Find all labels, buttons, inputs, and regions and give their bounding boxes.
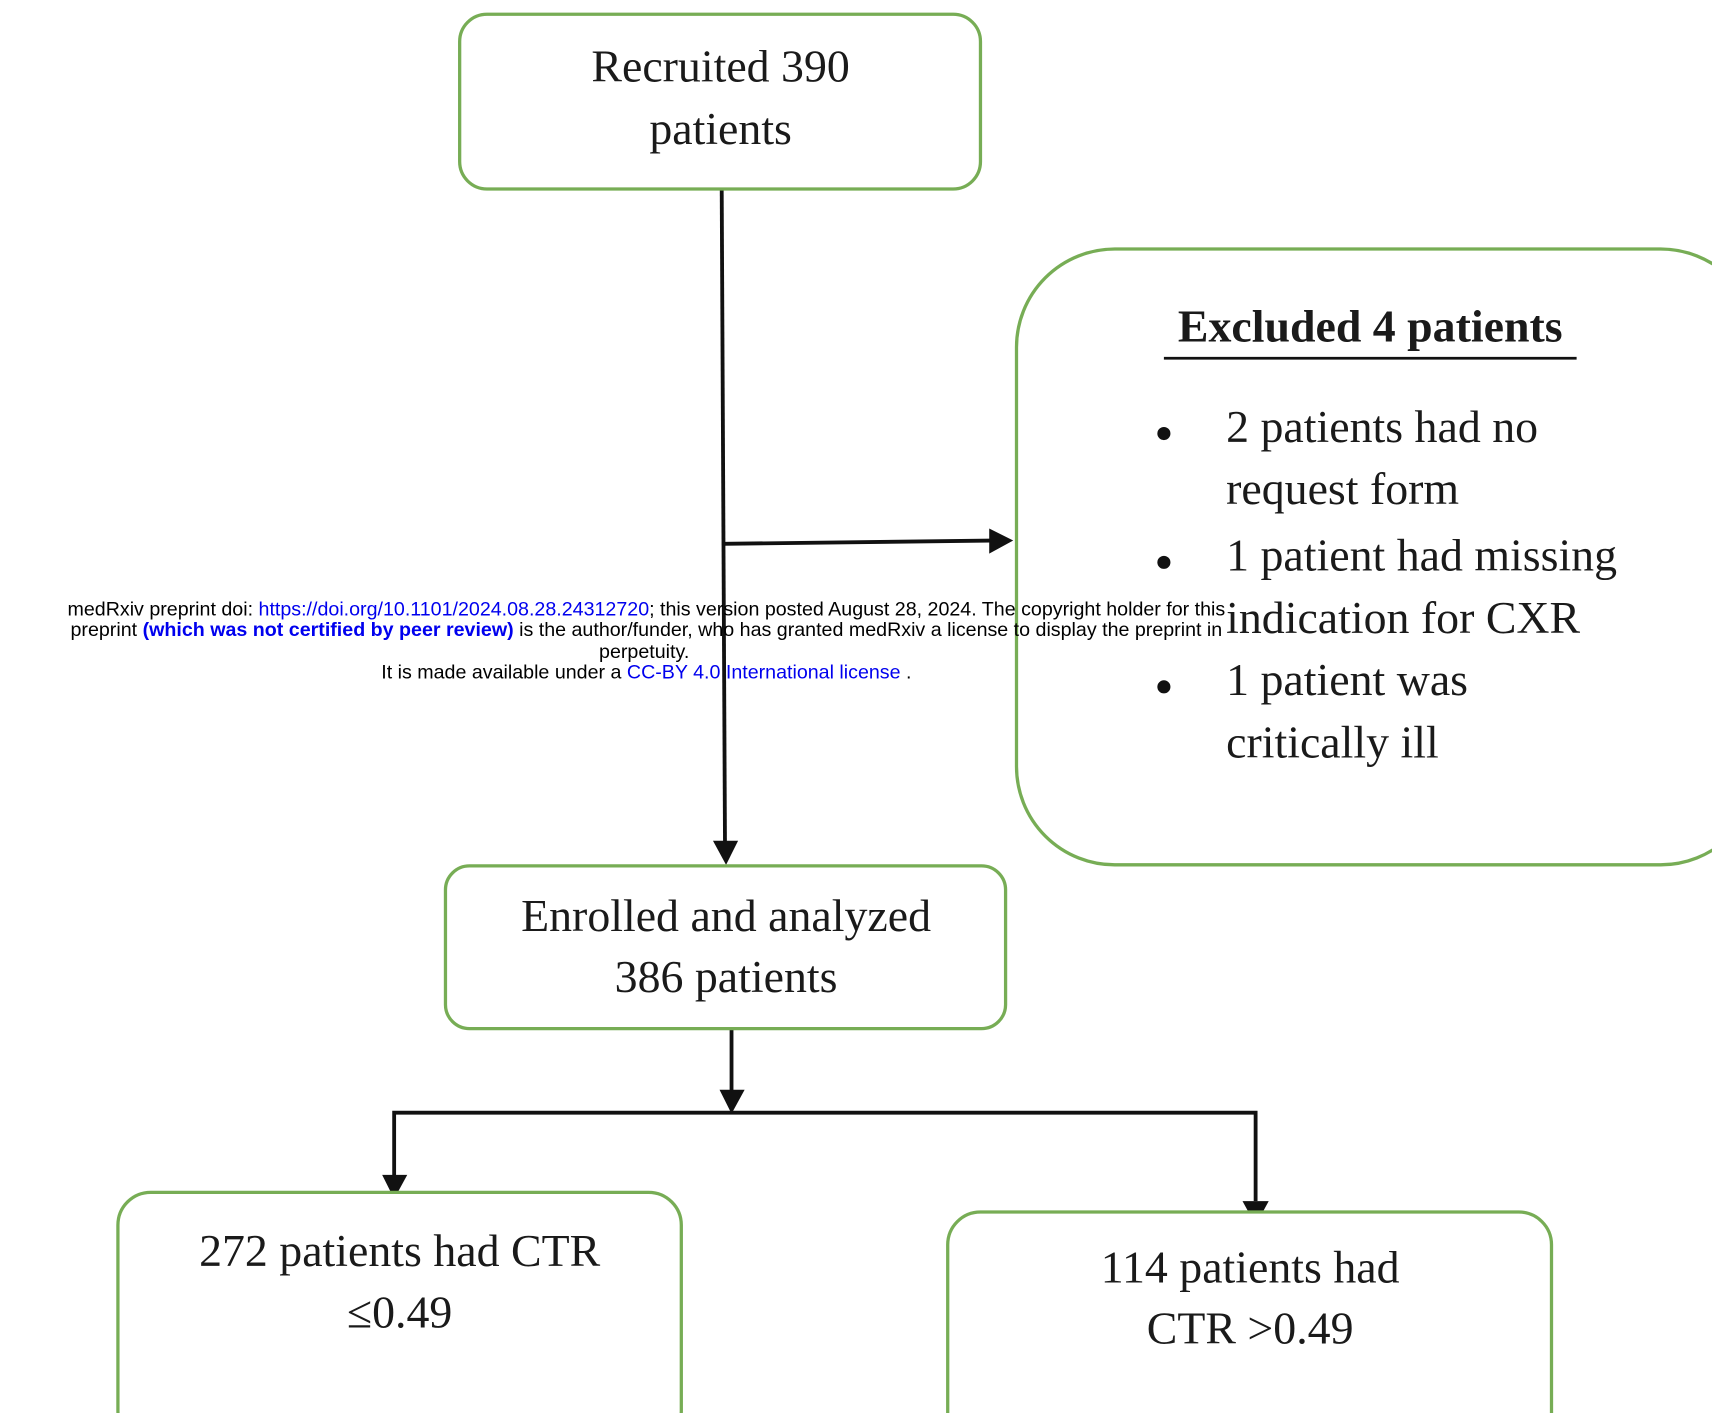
arrowhead (712, 840, 739, 865)
bullet (1157, 680, 1171, 694)
connector (719, 188, 727, 843)
node-text: patients (649, 103, 792, 154)
notice-line: It is made available under a CC-BY 4.0 I… (381, 662, 911, 684)
arrowhead (382, 1174, 408, 1199)
arrowhead (989, 528, 1014, 554)
item-text: critically ill (1226, 716, 1439, 767)
connector (392, 1110, 1258, 1202)
enrolled-box (443, 864, 1008, 1031)
group-low-box (116, 1190, 683, 1413)
notice-text: is the author/funder, who has granted me… (514, 619, 1223, 641)
excluded-title: Excluded 4 patients (1178, 300, 1563, 351)
recruited-box (458, 12, 983, 191)
node-text: 386 patients (615, 951, 838, 1002)
excluded-box (1014, 247, 1712, 867)
node-text: Enrolled and analyzed (521, 890, 931, 941)
notice-text: It is made available under a (381, 662, 627, 684)
node-text: ≤0.49 (347, 1286, 452, 1337)
notice-text: medRxiv preprint doi: (67, 599, 258, 621)
connector (723, 538, 992, 546)
notice-text: . (901, 662, 912, 684)
node-text: 114 patients had (1101, 1242, 1400, 1293)
item-text: indication for CXR (1226, 592, 1580, 643)
arrowhead (719, 1089, 745, 1114)
item-text: 2 patients had no (1226, 401, 1538, 452)
doi-link[interactable]: https://doi.org/10.1101/2024.08.28.24312… (259, 599, 650, 621)
license-link[interactable]: CC-BY 4.0 International license (627, 662, 901, 684)
notice-text: preprint (71, 619, 143, 641)
bullet (1157, 555, 1171, 569)
item-text: request form (1226, 463, 1459, 514)
notice-line: preprint (which was not certified by pee… (71, 619, 1223, 641)
node-text: CTR >0.49 (1147, 1303, 1354, 1354)
notice-line: perpetuity. (599, 641, 689, 663)
item-text: 1 patient had missing (1226, 530, 1617, 581)
item-text: 1 patient was (1226, 654, 1468, 705)
node-text: Recruited 390 (591, 41, 849, 92)
notice-line: medRxiv preprint doi: https://doi.org/10… (67, 599, 1225, 621)
notice-emphasis: (which was not certified by peer review) (143, 619, 514, 641)
notice-text: ; this version posted August 28, 2024. T… (649, 599, 1225, 621)
bullet (1157, 426, 1171, 441)
group-high-box (946, 1210, 1554, 1413)
node-text: 272 patients had CTR (199, 1225, 601, 1276)
